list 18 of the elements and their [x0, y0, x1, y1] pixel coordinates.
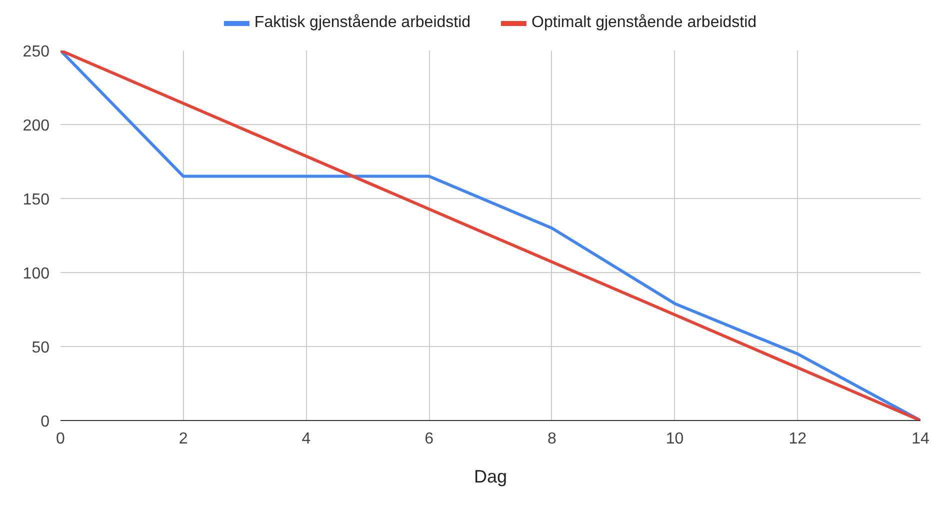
line-series: [60, 50, 920, 420]
legend-label: Faktisk gjenstående arbeidstid: [254, 14, 471, 32]
legend-label: Optimalt gjenstående arbeidstid: [532, 14, 757, 32]
x-axis-title: Dag: [474, 466, 508, 486]
x-tick-label: 2: [178, 430, 188, 448]
y-tick-label: 0: [40, 414, 50, 430]
y-tick-label: 200: [22, 118, 50, 134]
y-tick-label: 150: [22, 192, 50, 208]
x-tick-label: 0: [56, 430, 66, 448]
y-tick-label: 100: [22, 266, 50, 282]
x-tick-label: 4: [302, 430, 311, 448]
x-tick-label: 14: [912, 430, 930, 448]
x-tick-label: 12: [788, 430, 807, 448]
y-tick-label: 50: [32, 340, 50, 356]
x-tick-label: 8: [547, 430, 556, 448]
x-tick-label: 10: [666, 430, 684, 448]
x-tick-label: 6: [424, 430, 434, 448]
y-tick-label: 250: [22, 44, 50, 60]
